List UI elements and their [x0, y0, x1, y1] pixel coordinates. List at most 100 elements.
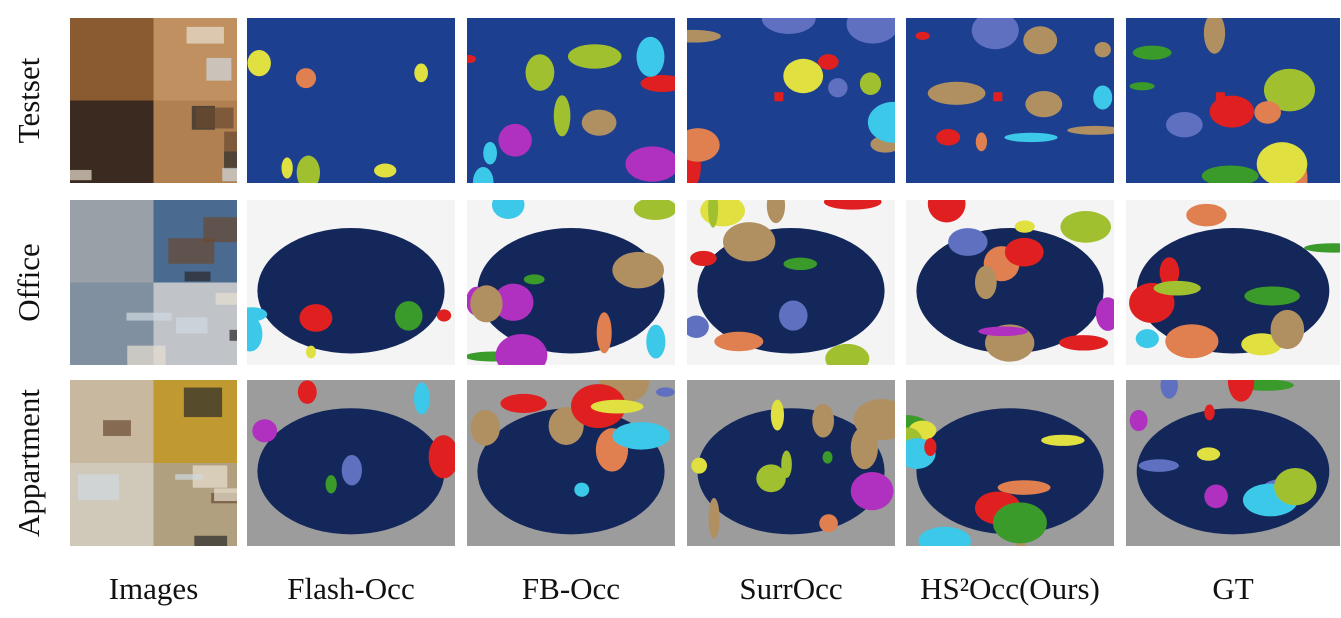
voxel-blob [812, 403, 835, 438]
voxel-blob [498, 123, 532, 157]
voxel-blob [553, 95, 571, 137]
image-cell [1126, 200, 1340, 365]
red-marker [1215, 92, 1225, 102]
voxel-blob [414, 63, 428, 83]
row-label: Office [11, 243, 46, 322]
column-label: HS²Occ(Ours) [920, 571, 1100, 606]
voxel-blob [1129, 82, 1155, 91]
voxel-blob [1204, 404, 1215, 421]
voxel-blob [778, 300, 808, 331]
row-label: Appartment [11, 389, 46, 537]
photo-detail [126, 312, 172, 321]
voxel-blob [756, 464, 786, 493]
photo-detail [203, 217, 237, 243]
voxel-blob [1244, 286, 1301, 306]
cell-content [1126, 200, 1340, 365]
image-cell [467, 18, 675, 183]
image-cell [70, 380, 237, 546]
voxel-blob [472, 166, 494, 183]
voxel-blob [1201, 165, 1259, 183]
camera-view [70, 200, 154, 283]
voxel-blob [413, 382, 430, 415]
voxel-blob [252, 419, 278, 443]
floor [916, 228, 1104, 354]
voxel-blob [1138, 459, 1179, 472]
voxel-blob [1023, 26, 1058, 55]
voxel-blob [574, 482, 590, 497]
image-cell [247, 18, 455, 183]
voxel-blob [1014, 220, 1035, 233]
cell-content [70, 380, 237, 546]
voxel-blob [1004, 132, 1058, 143]
image-cell [906, 18, 1114, 183]
cell-content [467, 200, 675, 365]
voxel-blob [1270, 309, 1305, 350]
voxel-blob [296, 155, 321, 183]
voxel-blob [483, 141, 497, 165]
photo-detail [168, 238, 215, 264]
voxel-blob [766, 200, 786, 224]
voxel-blob [846, 18, 895, 44]
voxel-blob [500, 393, 547, 413]
voxel-blob [1166, 112, 1203, 138]
voxel-blob [853, 399, 895, 441]
image-cell [247, 200, 455, 365]
voxel-blob [714, 331, 764, 352]
voxel-blob [640, 74, 675, 92]
voxel-blob [299, 304, 333, 332]
cell-content [467, 380, 675, 546]
voxel-blob [467, 54, 477, 63]
image-cell [687, 18, 895, 183]
voxel-blob [1093, 85, 1113, 110]
voxel-blob [723, 222, 776, 262]
voxel-blob [612, 422, 671, 450]
photo-detail [77, 474, 120, 501]
image-cell [906, 380, 1114, 546]
photo-detail [183, 387, 223, 418]
voxel-blob [636, 36, 665, 77]
voxel-blob [1041, 434, 1085, 446]
photo-detail [215, 292, 237, 305]
voxel-blob [590, 399, 644, 414]
voxel-blob [247, 49, 271, 77]
photo-detail [214, 488, 237, 502]
voxel-blob [918, 526, 971, 546]
column-label: Images [109, 571, 199, 606]
photo-detail [224, 151, 237, 170]
photo-detail [127, 345, 166, 365]
image-cell [70, 18, 237, 183]
voxel-blob [971, 18, 1019, 50]
cell-content [247, 200, 455, 365]
cell-content [906, 380, 1114, 546]
voxel-blob [525, 54, 555, 91]
voxel-blob [436, 309, 452, 322]
image-cell [467, 200, 675, 365]
voxel-blob [975, 132, 988, 152]
photo-detail [222, 167, 237, 182]
voxel-blob [687, 315, 709, 338]
column-label: FB-Occ [522, 571, 620, 606]
cell-content [70, 18, 237, 183]
voxel-blob [470, 409, 501, 446]
voxel-blob [1132, 45, 1172, 60]
photo-detail [194, 535, 228, 546]
voxel-blob [1067, 125, 1114, 135]
voxel-blob [1160, 380, 1178, 399]
voxel-blob [687, 128, 720, 162]
red-marker [774, 92, 784, 102]
column-label: SurrOcc [739, 571, 842, 606]
photo-detail [103, 420, 131, 436]
image-cell [247, 380, 455, 546]
voxel-blob [523, 274, 545, 285]
cell-content [687, 200, 895, 365]
voxel-blob [687, 29, 721, 43]
column-label: Flash-Occ [287, 571, 414, 606]
voxel-blob [1274, 468, 1317, 506]
photo-detail [224, 131, 237, 152]
voxel-blob [1159, 257, 1180, 288]
cell-content [247, 18, 455, 183]
voxel-blob [1254, 101, 1281, 124]
voxel-blob [783, 257, 818, 271]
